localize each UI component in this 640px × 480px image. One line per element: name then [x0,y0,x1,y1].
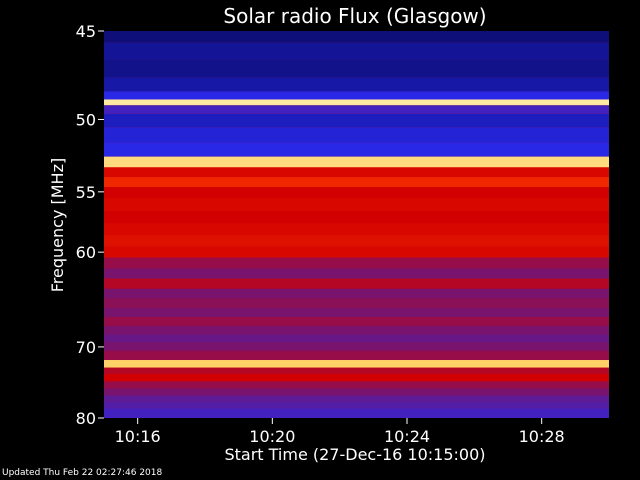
x-axis-label: Start Time (27-Dec-16 10:15:00) [224,445,485,464]
frequency-band [104,350,609,361]
frequency-band [104,156,609,168]
frequency-band [104,374,609,382]
frequency-band [104,342,609,351]
frequency-band [104,334,609,343]
frequency-band [104,325,609,335]
frequency-band [104,31,609,43]
plot-area [104,31,609,418]
x-tick-label: 10:16 [115,427,161,446]
frequency-band [104,268,609,279]
frequency-band [104,246,609,258]
frequency-band [104,288,609,299]
frequency-band [104,99,609,106]
frequency-band [104,142,609,157]
y-tick-label: 70 [76,338,96,357]
frequency-band [104,198,609,212]
updated-timestamp: Updated Thu Feb 22 02:27:46 2018 [2,468,163,478]
y-axis-label: Frequency [MHz] [48,158,67,292]
chart-title: Solar radio Flux (Glasgow) [223,4,486,28]
frequency-band [104,388,609,396]
y-tick-label: 50 [76,110,96,129]
frequency-band [104,113,609,128]
frequency-band [104,42,609,60]
frequency-band [104,91,609,100]
frequency-band [104,395,609,402]
frequency-band [104,257,609,269]
frequency-band [104,401,609,409]
frequency-band [104,177,609,188]
frequency-band [104,211,609,224]
y-tick-label: 45 [76,22,96,41]
y-axis: 45 50 55 60 70 80 [76,22,104,428]
x-tick-label: 10:24 [384,427,430,446]
frequency-band [104,167,609,178]
frequency-band [104,360,609,368]
frequency-band [104,298,609,308]
frequency-band [104,223,609,236]
frequency-band [104,77,609,92]
frequency-band [104,187,609,199]
x-tick-label: 10:28 [519,427,565,446]
frequency-band [104,367,609,374]
frequency-band [104,127,609,143]
frequency-band [104,278,609,289]
y-tick-label: 80 [76,409,96,428]
frequency-band [104,408,609,418]
frequency-band [104,381,609,389]
frequency-band [104,235,609,247]
x-axis: 10:16 10:20 10:24 10:28 [115,418,565,446]
frequency-band [104,105,609,114]
frequency-band [104,59,609,78]
frequency-band [104,316,609,326]
x-tick-label: 10:20 [249,427,295,446]
y-tick-label: 60 [76,243,96,262]
y-tick-label: 55 [76,183,96,202]
frequency-band [104,307,609,317]
